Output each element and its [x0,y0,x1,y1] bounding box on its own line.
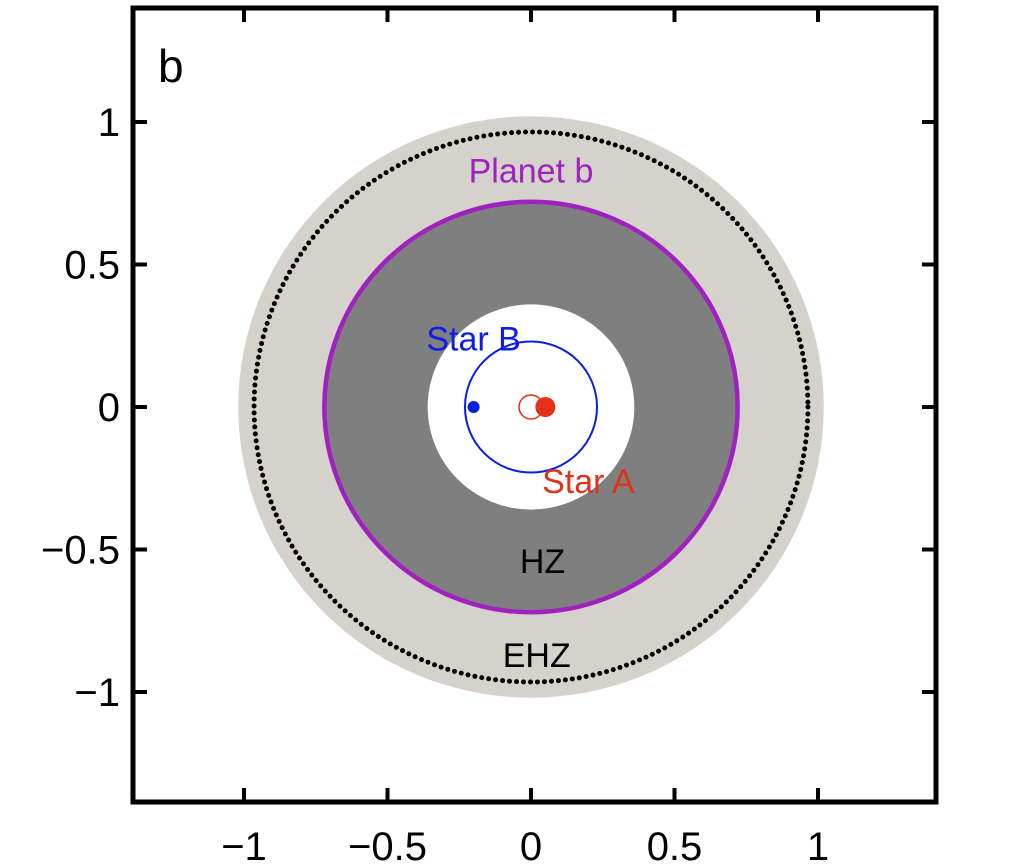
orbit-planet-b [322,199,740,615]
y-tick-label: −1 [74,671,120,715]
orbit-star-b [463,340,599,474]
region-inner-clear [427,304,635,510]
y-tick-label: 0 [98,386,120,430]
point-star-a-open [518,394,544,420]
x-tick-label: 0.5 [647,825,703,866]
orbit-dotted-orbit [251,129,811,685]
point-star-b-filled [467,401,480,413]
star-points [467,394,556,420]
annotations: Planet b Star B Star A HZ EHZ [426,152,635,675]
x-tick-label: 1 [807,825,829,866]
label-hz: HZ [520,543,565,581]
label-star-b: Star B [426,321,520,359]
x-tick-label: −0.5 [348,825,427,866]
point-star-a-filled [535,397,556,417]
panel-label: b [158,40,184,92]
y-tick-label: 0.5 [64,244,120,288]
label-star-a: Star A [542,463,635,501]
x-tick-label: 0 [520,825,542,866]
label-ehz: EHZ [503,637,571,675]
label-planet-b: Planet b [469,152,594,190]
axis-ticks: −1 −0.5 0 0.5 1 −1 −0.5 0 0.5 1 [41,8,936,866]
y-tick-label: 1 [98,101,120,145]
y-tick-label: −0.5 [41,529,120,573]
orbit-lines [251,129,811,685]
x-tick-label: −1 [221,825,267,866]
